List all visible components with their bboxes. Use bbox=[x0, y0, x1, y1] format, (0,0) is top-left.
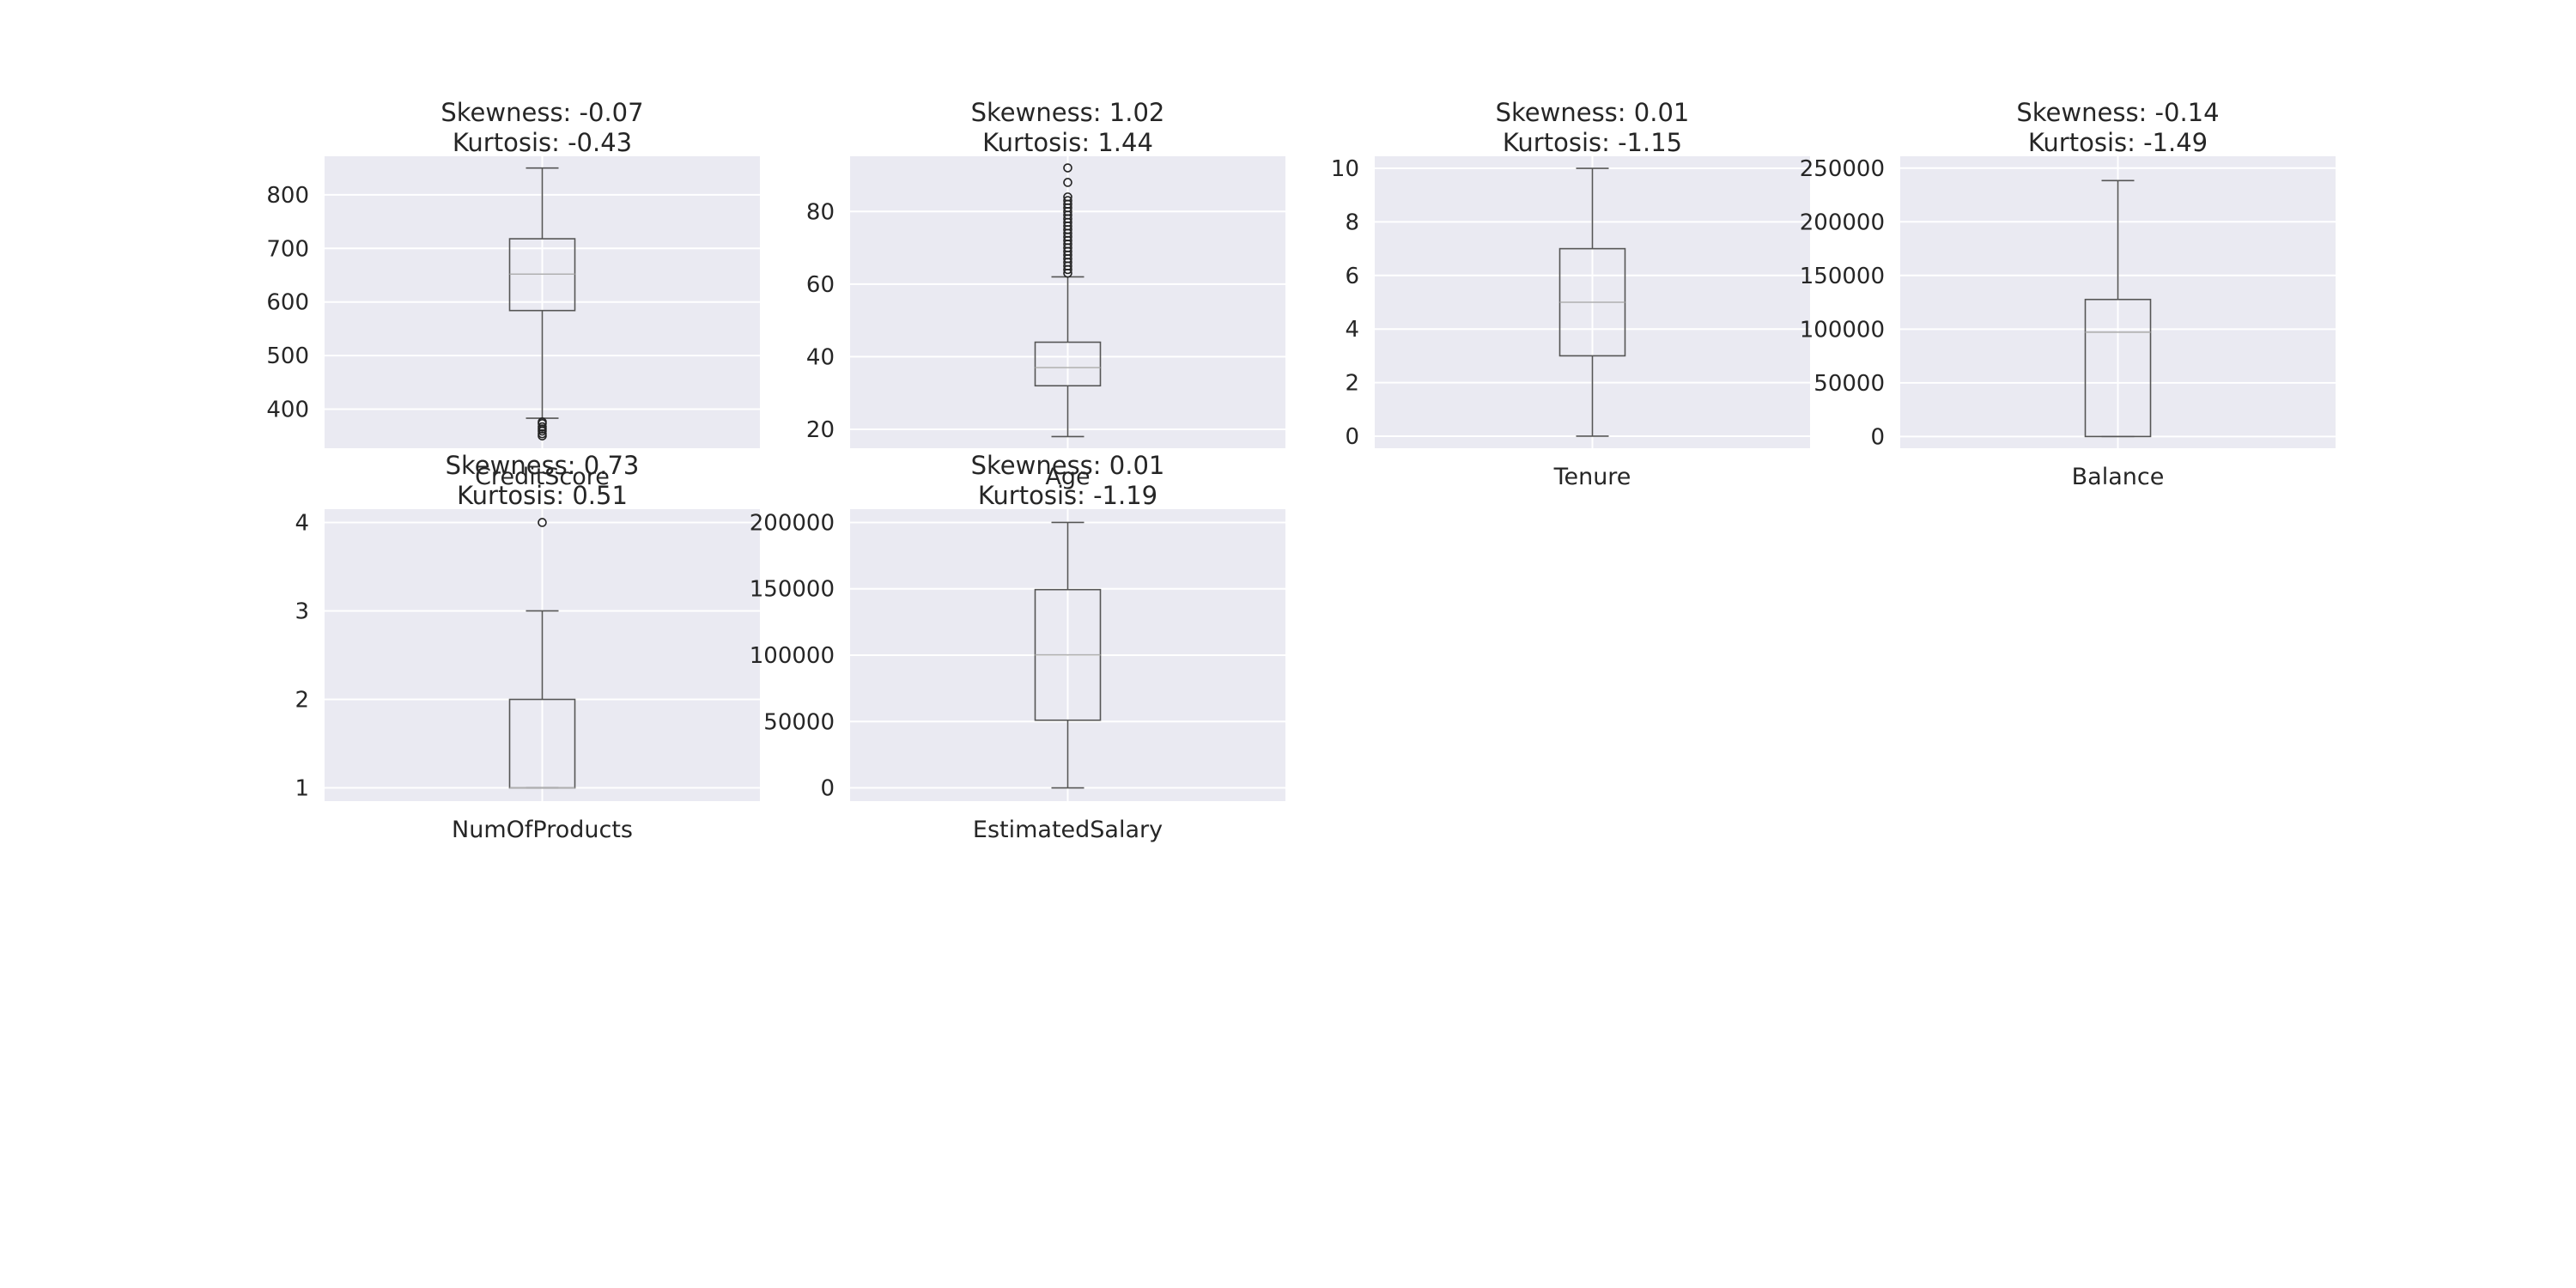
y-tick-label: 1 bbox=[295, 776, 309, 802]
y-tick-label: 80 bbox=[806, 199, 835, 225]
y-tick-label: 2 bbox=[295, 688, 309, 714]
boxplot-panel-6: 0 50000 100000 150000 200000 Skewness: 0.01Ku… bbox=[750, 451, 1285, 843]
chart-title-line-2: Kurtosis: -0.43 bbox=[453, 128, 632, 157]
y-tick-label: 200000 bbox=[750, 510, 835, 536]
outlier-point bbox=[1063, 196, 1072, 205]
y-tick-label: 3 bbox=[295, 598, 309, 624]
y-tick-label: 0 bbox=[1345, 424, 1359, 450]
boxplot-panel-1: 400 500 600 700 800 Skewness: -0.07Kurtosis: … bbox=[266, 98, 760, 490]
y-tick-label: 50000 bbox=[1814, 371, 1885, 397]
y-tick-label: 20 bbox=[806, 417, 835, 443]
y-tick-label: 10 bbox=[1331, 156, 1359, 182]
chart-title-line-1: Skewness: 0.01 bbox=[1496, 98, 1690, 127]
chart-title-line-1: Skewness: 0.01 bbox=[971, 451, 1165, 480]
chart-title-line-2: Kurtosis: 1.44 bbox=[982, 128, 1153, 157]
chart-title-line-2: Kurtosis: -1.15 bbox=[1503, 128, 1682, 157]
y-tick-label: 500 bbox=[266, 343, 309, 369]
y-tick-label: 60 bbox=[806, 272, 835, 298]
chart-title-line-1: Skewness: -0.07 bbox=[440, 98, 643, 127]
x-axis-label: Tenure bbox=[1553, 464, 1631, 490]
y-tick-label: 2 bbox=[1345, 371, 1359, 397]
x-axis-label: Age bbox=[1045, 464, 1090, 490]
y-tick-label: 800 bbox=[266, 183, 309, 209]
chart-title-line-2: Kurtosis: -1.49 bbox=[2028, 128, 2208, 157]
x-axis-label: EstimatedSalary bbox=[973, 817, 1163, 843]
y-tick-label: 4 bbox=[295, 510, 309, 536]
y-tick-label: 700 bbox=[266, 236, 309, 262]
y-tick-label: 0 bbox=[1870, 424, 1885, 450]
y-tick-label: 400 bbox=[266, 397, 309, 422]
x-axis-label: Balance bbox=[2072, 464, 2165, 490]
y-tick-label: 6 bbox=[1345, 264, 1359, 289]
y-tick-label: 0 bbox=[820, 776, 835, 802]
y-tick-label: 50000 bbox=[763, 709, 835, 735]
y-tick-label: 40 bbox=[806, 344, 835, 370]
chart-title-line-1: Skewness: -0.14 bbox=[2016, 98, 2219, 127]
y-tick-label: 150000 bbox=[1800, 264, 1885, 289]
outlier-point bbox=[1063, 178, 1072, 187]
outlier-point bbox=[538, 422, 547, 432]
boxplot-panel-4: 0 50000 100000 150000 200000 250000 Skewness: … bbox=[1800, 98, 2336, 490]
x-axis-label: CreditScore bbox=[475, 464, 610, 490]
outlier-point bbox=[538, 428, 547, 439]
x-axis-label: NumOfProducts bbox=[452, 817, 633, 843]
y-tick-label: 100000 bbox=[1800, 317, 1885, 343]
y-tick-label: 250000 bbox=[1800, 156, 1885, 182]
chart-title-line-1: Skewness: 1.02 bbox=[971, 98, 1165, 127]
y-tick-label: 150000 bbox=[750, 577, 835, 603]
chart-title-line-1: Skewness: 0.73 bbox=[446, 451, 640, 480]
outlier-point bbox=[1063, 192, 1072, 202]
y-tick-label: 200000 bbox=[1800, 210, 1885, 235]
outlier-point bbox=[1063, 163, 1072, 173]
y-tick-label: 4 bbox=[1345, 317, 1359, 343]
chart-title-line-2: Kurtosis: 0.51 bbox=[457, 481, 628, 510]
outlier-point bbox=[538, 518, 547, 527]
y-tick-label: 100000 bbox=[750, 643, 835, 669]
iqr-box bbox=[1034, 341, 1102, 387]
y-tick-label: 8 bbox=[1345, 210, 1359, 235]
chart-title-line-2: Kurtosis: -1.19 bbox=[978, 481, 1157, 510]
outlier-point bbox=[538, 417, 547, 427]
iqr-box bbox=[2084, 298, 2152, 438]
y-tick-label: 600 bbox=[266, 290, 309, 316]
